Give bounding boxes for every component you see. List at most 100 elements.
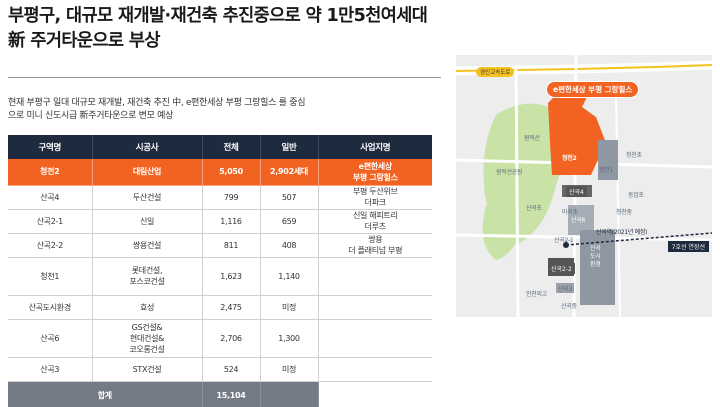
total-blank (318, 381, 432, 407)
highlight-total: 5,050 (202, 159, 261, 186)
cell-project (318, 357, 432, 382)
total-value: 15,104 (202, 381, 261, 407)
map-label-mountain: 원적산 (524, 135, 540, 142)
cell-total: 2,475 (202, 295, 261, 320)
map-label-school7: 인천외고 (526, 291, 547, 298)
headline-divider (8, 77, 441, 78)
map-label-school8: 산곡중 (561, 303, 577, 310)
cell-general: 미정 (260, 295, 319, 320)
cell-zone: 산곡도시환경 (8, 295, 93, 320)
map-label-school5: 청천중 (616, 209, 632, 216)
map-label-school1: 원적선공원 (496, 169, 523, 176)
cell-general: 1,300 (260, 319, 319, 358)
cell-builder-line: 두산건설 (132, 192, 162, 202)
table-row: 산곡6 GS건설& 현대건설& 코오롱건설 2,706 1,300 (8, 319, 432, 358)
cell-project-line: 신일 해피트리 (352, 211, 398, 220)
highlight-zone: 청천2 (8, 159, 93, 186)
cell-builder-line: 포스코건설 (129, 277, 165, 286)
table-row: 산곡4 두산건설 799 507 부평 두산위브 더파크 (8, 185, 432, 210)
table-row: 산곡도시환경 효성 2,475 미정 (8, 295, 432, 320)
cell-zone: 청천1 (8, 257, 93, 296)
highlight-project-line-1: e편한세상 (358, 161, 393, 171)
map-label-sangok4: 산곡4 (566, 186, 587, 197)
total-label: 합계 (8, 381, 203, 407)
headline-line-2: 新 주거타운으로 부상 (8, 31, 160, 51)
map-label-sangok-env: 산곡 도시 환경 (590, 245, 601, 269)
highlight-project-line-2: 부평 그랑힐스 (352, 172, 398, 182)
header-zone: 구역명 (8, 135, 93, 159)
intro-line-2: 으로 미니 신도시급 新주거타운으로 변모 예상 (8, 111, 174, 121)
cell-general: 507 (260, 185, 319, 210)
map-label-sangok22: 산곡2-2 (548, 263, 575, 274)
cell-general: 408 (260, 233, 319, 258)
cell-total: 799 (202, 185, 261, 210)
map-graphic (456, 55, 712, 317)
project-callout: e편한세상 부평 그랑힐스 (546, 81, 640, 98)
cell-builder: 신일 (92, 209, 203, 234)
cell-zone: 산곡2-1 (8, 209, 93, 234)
map-label-school4: 마곡초 (562, 209, 578, 216)
cell-builder: 효성 (92, 295, 203, 320)
cell-zone: 산곡3 (8, 357, 93, 382)
map-label-school6: 산곡초 (526, 205, 542, 212)
cell-builder-line: 코오롱건설 (129, 344, 165, 354)
cell-builder-line: 롯데건설, (131, 266, 163, 275)
intro-line-1: 현재 부평구 일대 대규모 재개발, 재건축 추진 中, e편한세상 부평 그랑… (8, 98, 306, 108)
total-row: 합계 15,104 (8, 381, 432, 407)
cell-total: 524 (202, 357, 261, 382)
highlight-general: 2,902세대 (260, 159, 319, 186)
cell-builder-line: 신일 (139, 216, 155, 226)
cell-builder-line: 쌍용건설 (132, 240, 162, 250)
intro-paragraph: 현재 부평구 일대 대규모 재개발, 재건축 추진 中, e편한세상 부평 그랑… (8, 97, 443, 123)
cell-zone: 산곡2-2 (8, 233, 93, 258)
table-row: 산곡3 STX건설 524 미정 (8, 357, 432, 382)
cell-builder: 쌍용건설 (92, 233, 203, 258)
headline-line-1: 부평구, 대규모 재개발·재건축 추진중으로 약 1만5천여세대 (8, 6, 428, 26)
cell-zone: 산곡4 (8, 185, 93, 210)
cell-builder: GS건설& 현대건설& 코오롱건설 (92, 319, 203, 358)
header-general: 일반 (260, 135, 319, 159)
page-headline: 부평구, 대규모 재개발·재건축 추진중으로 약 1만5천여세대 新 주거타운으… (8, 4, 448, 54)
cell-builder-line: 현대건설& (129, 333, 165, 343)
cell-general: 659 (260, 209, 319, 234)
cell-general: 1,140 (260, 257, 319, 296)
map-label-cheongcheon2: 청천2 (562, 155, 577, 162)
cell-builder-line: 효성 (139, 302, 155, 312)
map-label-school2: 청천초 (626, 152, 642, 159)
cell-total: 2,706 (202, 319, 261, 358)
cell-builder: STX건설 (92, 357, 203, 382)
cell-total: 1,116 (202, 209, 261, 234)
cell-builder-line: GS건설& (131, 322, 163, 332)
cell-builder-line: STX건설 (132, 364, 162, 374)
cell-project-line: 더 플래티넘 부평 (348, 246, 403, 255)
cell-project-line: 더파크 (364, 198, 386, 207)
total-empty (260, 381, 319, 407)
table-row: 산곡2-1 신일 1,116 659 신일 해피트리 더루츠 (8, 209, 432, 234)
location-map: 경인고속도로 e편한세상 부평 그랑힐스 원적산 청천2 청천1 산곡4 산곡6… (456, 55, 712, 317)
map-label-sangok6: 산곡6 (571, 217, 585, 224)
map-label-school3: 동암초 (628, 192, 644, 199)
cell-project-line: 부평 두산위브 (352, 187, 398, 196)
cell-total: 1,623 (202, 257, 261, 296)
map-label-cheongcheon1: 청천1 (599, 167, 613, 174)
table-row: 청천1 롯데건설, 포스코건설 1,623 1,140 (8, 257, 432, 296)
cell-project-line: 쌍용 (368, 235, 383, 244)
cell-builder: 롯데건설, 포스코건설 (92, 257, 203, 296)
cell-project-line: 더루츠 (364, 222, 386, 231)
header-builder: 시공사 (92, 135, 203, 159)
header-project: 사업지명 (318, 135, 432, 159)
map-label-line7: 7호선 연장선 (667, 241, 709, 252)
cell-total: 811 (202, 233, 261, 258)
cell-project (318, 319, 432, 358)
expressway-tag: 경인고속도로 (476, 67, 515, 77)
table-row: 산곡2-2 쌍용건설 811 408 쌍용 더 플래티넘 부평 (8, 233, 432, 258)
map-label-sangok-env-3: 환경 (590, 261, 601, 268)
table-header-row: 구역명 시공사 전체 일반 사업지명 (8, 135, 432, 159)
map-label-station: 산곡역(2021년 예정) (596, 229, 648, 236)
highlight-builder: 대림산업 (92, 159, 203, 186)
map-label-sangok3: 산곡3 (558, 286, 572, 293)
cell-project (318, 257, 432, 296)
